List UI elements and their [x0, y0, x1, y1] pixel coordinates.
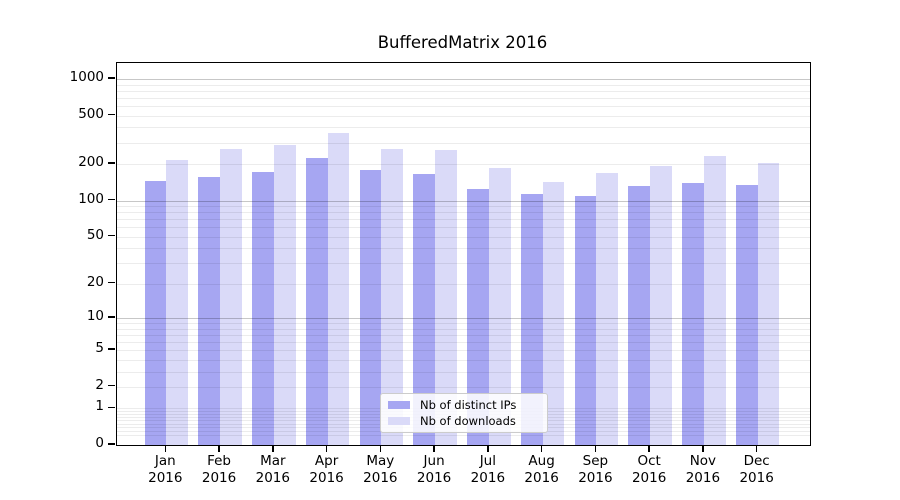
x-tick-label-oct: Oct 2016: [631, 453, 667, 486]
y-tick-mark: [108, 406, 115, 408]
chart-title: BufferedMatrix 2016: [377, 33, 548, 52]
y-tick-label: 1000: [69, 69, 104, 85]
gridline-minor: [117, 90, 810, 92]
gridline-minor: [117, 84, 810, 86]
bar-ips-oct: [628, 185, 651, 445]
bar-downloads-jul: [488, 168, 511, 445]
gridline-minor: [117, 106, 810, 108]
y-tick-mark: [108, 113, 115, 116]
gridline-minor: [117, 115, 810, 117]
bar-ips-dec: [735, 184, 758, 445]
bar-ips-jul: [467, 188, 489, 445]
x-tick-mark: [487, 445, 489, 452]
x-tick-label-may: May 2016: [363, 453, 398, 486]
bar-downloads-nov: [703, 156, 726, 445]
gridline-minor: [117, 97, 810, 99]
y-tick-mark: [108, 443, 115, 445]
gridline-major: [117, 79, 810, 80]
legend-label-downloads: Nb of downloads: [420, 414, 516, 428]
bar-downloads-oct: [650, 166, 672, 445]
x-tick-label-apr: Apr 2016: [309, 453, 344, 486]
x-tick-mark: [594, 445, 597, 452]
legend-entry-downloads: Nb of downloads: [388, 414, 540, 428]
legend-swatch-downloads: [388, 417, 410, 425]
x-tick-label-jun: Jun 2016: [416, 453, 452, 486]
bar-downloads-sep: [596, 172, 619, 445]
x-tick-label-jan: Jan 2016: [148, 453, 183, 486]
x-tick-mark: [379, 445, 382, 452]
x-tick-mark: [325, 445, 328, 452]
y-tick-mark: [108, 198, 115, 201]
bar-downloads-may: [381, 149, 404, 445]
bar-downloads-jun: [435, 150, 457, 445]
x-tick-mark: [755, 445, 758, 452]
x-tick-mark: [540, 445, 543, 452]
x-tick-label-sep: Sep 2016: [578, 453, 613, 486]
x-tick-label-aug: Aug 2016: [524, 453, 559, 486]
plot-area: [116, 62, 811, 446]
x-tick-label-dec: Dec 2016: [739, 453, 774, 486]
bar-downloads-apr: [327, 133, 350, 445]
y-tick-mark: [108, 316, 115, 318]
bar-ips-jan: [144, 180, 167, 445]
bar-downloads-mar: [273, 144, 296, 445]
y-tick-label: 5: [95, 340, 104, 357]
bar-ips-aug: [520, 193, 543, 445]
bar-ips-jun: [413, 173, 436, 445]
y-tick-label: 100: [78, 190, 104, 207]
y-tick-label: 20: [86, 273, 104, 290]
bar-ips-sep: [574, 196, 597, 445]
bar-downloads-aug: [542, 182, 565, 445]
y-tick-label: 50: [86, 226, 104, 243]
y-tick-mark: [108, 385, 115, 387]
y-tick-mark: [108, 235, 115, 237]
x-tick-label-feb: Feb 2016: [201, 453, 237, 486]
y-tick-label: 0: [95, 435, 104, 451]
legend-entry-distinct-ips: Nb of distinct IPs: [388, 398, 540, 412]
y-tick-mark: [108, 162, 115, 164]
y-tick-label: 200: [78, 154, 104, 171]
bar-downloads-dec: [757, 162, 780, 445]
bar-ips-feb: [198, 177, 221, 445]
y-tick-mark: [108, 282, 115, 284]
legend: Nb of distinct IPs Nb of downloads: [380, 393, 548, 433]
x-tick-mark: [648, 445, 650, 452]
x-tick-label-nov: Nov 2016: [685, 453, 721, 486]
bar-ips-may: [359, 169, 382, 445]
bar-downloads-feb: [220, 149, 242, 445]
x-tick-mark: [272, 445, 274, 452]
gridline-minor: [117, 142, 810, 144]
legend-label-distinct-ips: Nb of distinct IPs: [420, 398, 517, 412]
y-tick-mark: [108, 348, 115, 350]
gridline-minor: [117, 127, 810, 129]
bar-downloads-jan: [166, 159, 188, 445]
y-tick-label: 2: [95, 376, 104, 393]
y-tick-label: 10: [86, 307, 104, 324]
legend-swatch-distinct-ips: [388, 401, 410, 409]
x-tick-mark: [218, 445, 220, 452]
bar-ips-nov: [682, 182, 704, 445]
x-tick-mark: [164, 445, 166, 452]
x-tick-mark: [433, 445, 435, 452]
y-tick-label: 500: [78, 105, 104, 122]
bar-ips-mar: [252, 172, 274, 445]
x-tick-mark: [702, 445, 704, 452]
bar-ips-apr: [305, 158, 328, 445]
x-tick-label-jul: Jul 2016: [470, 453, 506, 486]
x-tick-label-mar: Mar 2016: [255, 453, 290, 486]
y-tick-label: 1: [95, 398, 104, 415]
y-tick-mark: [108, 77, 115, 79]
